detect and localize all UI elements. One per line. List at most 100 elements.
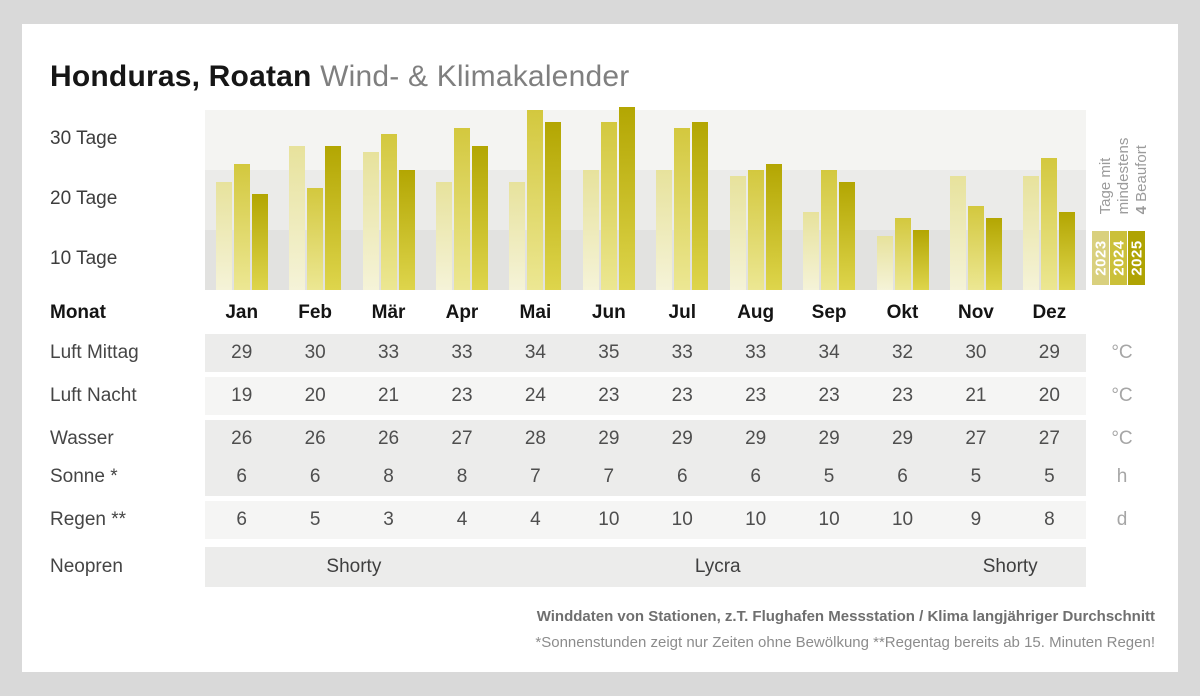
cell-sonne-jan: 6: [236, 466, 247, 487]
cell-luft-mittag-okt: 32: [891, 342, 914, 363]
cell-wasser-mai: 28: [524, 428, 546, 449]
bar-2023-maer: [362, 152, 379, 290]
legend-year-2025: 2025: [1128, 231, 1145, 285]
cell-regen-sep: 10: [818, 509, 840, 530]
title-subtitle: Wind- & Klimakalender: [311, 60, 630, 93]
row-stripe-regen: 6 5 3 4 4 10 10 10 10 10 9 8: [205, 501, 1086, 539]
cell-luft-nacht-dez: 20: [1038, 385, 1060, 406]
cell-luft-mittag-dez: 29: [1038, 342, 1060, 363]
chart-bars: [205, 107, 1086, 290]
cell-sonne-dez: 5: [1044, 466, 1055, 487]
wind-bar-chart: [205, 107, 1086, 290]
bar-group-jan: [205, 110, 278, 290]
row-stripe-wasser: 26 26 26 27 28 29 29 29 29 29 27 27: [205, 420, 1086, 458]
cell-sonne-aug: 6: [750, 466, 761, 487]
month-feb: Feb: [298, 302, 333, 323]
page-title: Honduras, Roatan Wind- & Klimakalender: [50, 56, 629, 98]
bar-2024-nov: [967, 206, 984, 290]
row-label-regen: Regen **: [50, 509, 127, 530]
month-okt: Okt: [886, 302, 919, 323]
bar-group-dez: [1013, 110, 1086, 290]
bar-2023-apr: [435, 182, 452, 290]
unit-regen: d: [1116, 509, 1128, 530]
month-sep: Sep: [811, 302, 847, 323]
bar-2024-jun: [600, 122, 617, 290]
bar-2024-mai: [527, 110, 544, 290]
cell-wasser-apr: 27: [451, 428, 473, 449]
cell-sonne-mai: 7: [530, 466, 541, 487]
cell-sonne-apr: 8: [456, 466, 468, 487]
legend-line-2: mindestens: [1115, 137, 1132, 215]
cell-luft-mittag-sep: 34: [818, 342, 840, 363]
bar-2023-nov: [949, 176, 966, 290]
cell-regen-apr: 4: [456, 509, 468, 530]
month-header-row: Monat Jan Feb Mär Apr Mai Jun Jul Aug Sep Okt Nov D…: [22, 298, 1178, 328]
unit-wasser: °C: [1111, 428, 1133, 449]
cell-regen-jan: 6: [236, 509, 247, 530]
legend-year-label-2025: 2025: [1128, 240, 1145, 276]
neopren-label-1-lycra: Lycra: [694, 556, 741, 577]
bar-2023-sep: [803, 212, 820, 290]
cell-luft-nacht-apr: 23: [451, 385, 473, 406]
cell-wasser-jan: 26: [231, 428, 253, 449]
footer-asterisk-notes: *Sonnenstunden zeigt nur Zeiten ohne Bew…: [535, 634, 1155, 651]
footer-notes: Winddaten von Stationen, z.T. Flughafen …: [535, 604, 1155, 656]
bar-2023-jun: [582, 170, 599, 290]
cell-luft-nacht-nov: 21: [965, 385, 987, 406]
bar-2025-feb: [325, 146, 342, 290]
legend-year-2023: 2023: [1092, 231, 1109, 285]
cell-regen-dez: 8: [1044, 509, 1055, 530]
cell-wasser-jul: 29: [671, 428, 693, 449]
cell-luft-nacht-sep: 23: [818, 385, 840, 406]
cell-sonne-sep: 5: [823, 466, 835, 487]
title-location: Honduras, Roatan: [50, 60, 312, 93]
cell-luft-mittag-jul: 33: [671, 342, 693, 363]
y-axis-label-20: 20 Tage: [50, 188, 118, 209]
month-nov: Nov: [957, 302, 994, 323]
cell-luft-mittag-aug: 33: [745, 342, 767, 363]
cell-luft-nacht-jan: 19: [231, 385, 253, 406]
footer-source: Winddaten von Stationen, z.T. Flughafen …: [536, 608, 1155, 625]
row-stripe-luft-nacht: 19 20 21 23 24 23 23 23 23 23 21 20: [205, 377, 1086, 415]
legend-year-label-2024: 2024: [1110, 240, 1127, 276]
bar-group-jul: [646, 110, 719, 290]
table-row-neopren: Neopren Shorty Lycra Shorty: [22, 547, 1178, 587]
cell-sonne-okt: 6: [897, 466, 908, 487]
bar-2024-aug: [747, 170, 764, 290]
bar-2025-apr: [471, 146, 488, 290]
cell-sonne-nov: 5: [970, 466, 982, 487]
bar-2024-okt: [894, 218, 911, 290]
cell-regen-jul: 10: [671, 509, 693, 530]
bar-2023-jan: [215, 182, 232, 290]
bar-group-aug: [719, 110, 792, 290]
climate-calendar-card: Honduras, Roatan Wind- & Klimakalender 3…: [22, 24, 1178, 672]
legend-year-2024: 2024: [1110, 231, 1127, 285]
chart-band-30: [205, 110, 1086, 170]
cell-regen-okt: 10: [891, 509, 914, 530]
bar-2025-sep: [839, 182, 856, 290]
row-stripe-luft-mittag: 29 30 33 33 34 35 33 33 34 32 30 29: [205, 334, 1086, 372]
bar-group-okt: [866, 110, 939, 290]
bar-2023-dez: [1023, 176, 1040, 290]
row-stripe-sonne: 6 6 8 8 7 7 6 6 5 6 5 5: [205, 458, 1086, 496]
month-jun: Jun: [591, 302, 626, 323]
cell-luft-nacht-mai: 24: [524, 385, 546, 406]
legend-beaufort-number: 4: [1133, 206, 1150, 215]
cell-luft-nacht-jun: 23: [598, 385, 620, 406]
bar-group-mai: [499, 110, 572, 290]
bar-2024-jul: [674, 128, 691, 290]
bar-2025-maer: [398, 170, 415, 290]
row-label-neopren: Neopren: [50, 556, 123, 577]
cell-wasser-jun: 29: [598, 428, 620, 449]
cell-luft-nacht-aug: 23: [745, 385, 767, 406]
cell-wasser-okt: 29: [891, 428, 914, 449]
month-dez: Dez: [1032, 302, 1067, 323]
table-row-luft-mittag: Luft Mittag 29 30 33 33 34 35 33 33 34 32 30 29 °C: [22, 334, 1178, 372]
y-axis-label-30: 30 Tage: [50, 128, 118, 149]
bar-2023-jul: [656, 170, 673, 290]
month-mai: Mai: [519, 302, 552, 323]
cell-luft-mittag-jun: 35: [598, 342, 620, 363]
cell-wasser-aug: 29: [745, 428, 767, 449]
bar-2025-jan: [251, 194, 268, 290]
bar-2023-aug: [729, 176, 746, 290]
